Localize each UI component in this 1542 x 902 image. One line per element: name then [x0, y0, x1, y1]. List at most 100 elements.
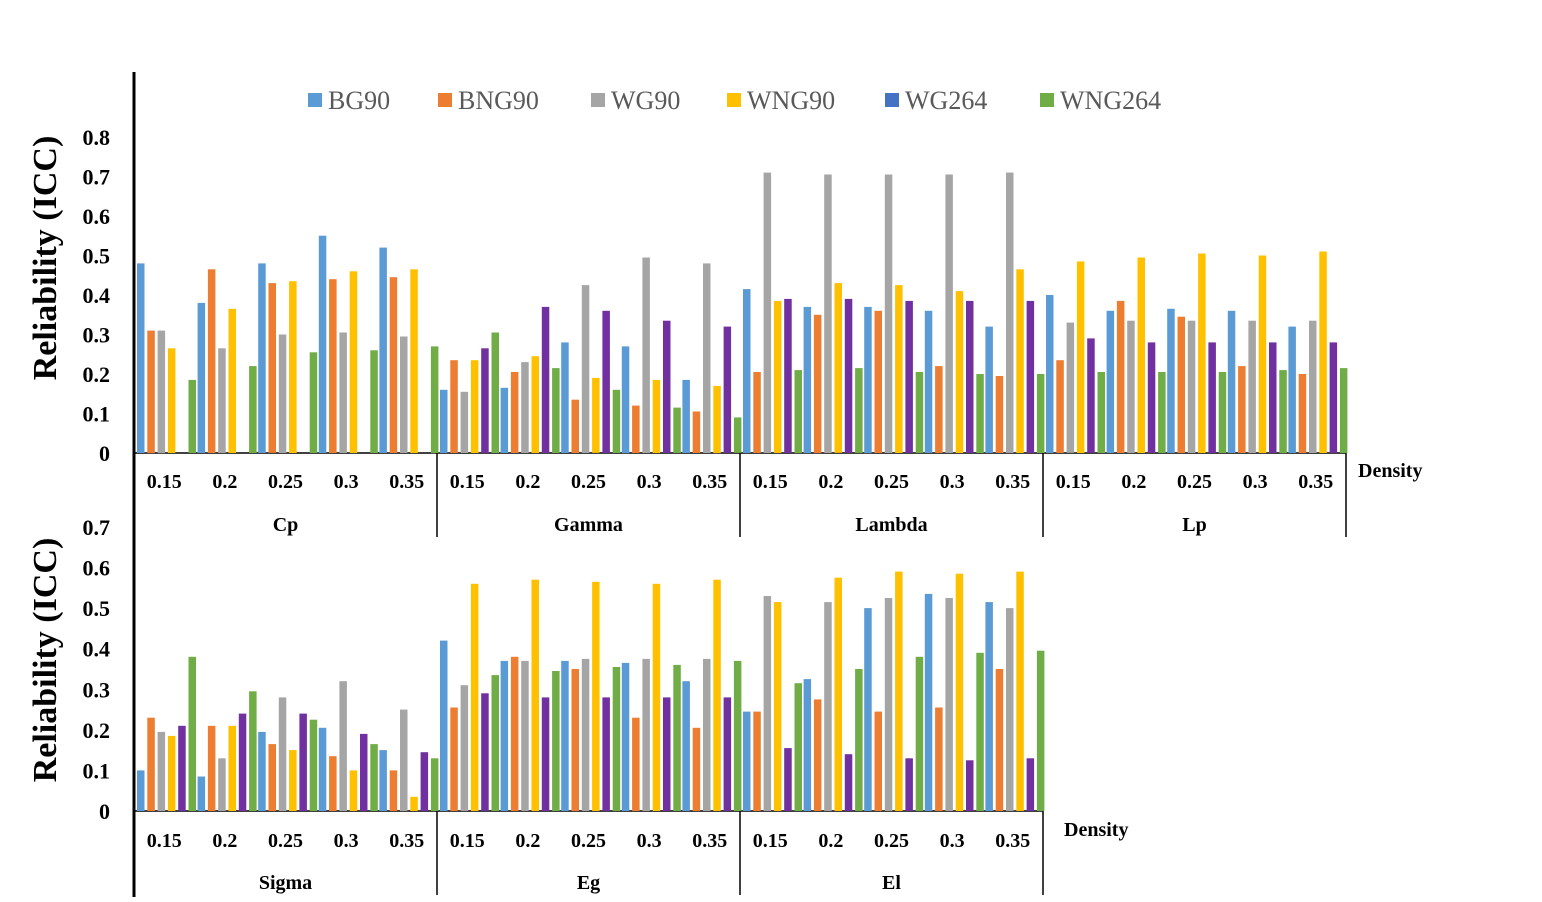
bar-lambda-0.25-wg90 — [884, 174, 893, 453]
y-tick-label: 0.5 — [83, 244, 111, 269]
bar-lambda-0.35-wng90 — [1016, 269, 1024, 453]
bar-lambda-0.35-bng90 — [995, 376, 1004, 453]
group-label: El — [882, 872, 901, 894]
bar-lambda-0.15-wng90 — [773, 300, 782, 453]
bar-gamma-0.25-wng90 — [592, 377, 600, 453]
density-tick-label: 0.15 — [147, 830, 182, 852]
bar-el-0.25-bg90 — [864, 608, 872, 811]
density-tick-label: 0.15 — [753, 830, 788, 852]
bar-lambda-0.35-wg264 — [1026, 300, 1035, 453]
bar-sigma-0.3-wng90 — [349, 770, 358, 811]
bar-sigma-0.2-bg90 — [197, 776, 206, 811]
bar-gamma-0.2-bng90 — [510, 372, 519, 453]
bar-eg-0.2-wng264 — [552, 671, 560, 811]
bar-lambda-0.2-wg264 — [844, 298, 853, 453]
bar-lp-0.2-wg90 — [1127, 320, 1135, 453]
bar-sigma-0.15-wng264 — [188, 656, 196, 811]
bar-eg-0.35-wg264 — [723, 697, 732, 811]
bar-el-0.15-wg90 — [763, 596, 772, 811]
bar-lambda-0.3-bng90 — [935, 366, 943, 453]
bar-cp-0.35-bng90 — [389, 277, 398, 453]
bar-el-0.15-bng90 — [753, 711, 761, 811]
bar-lp-0.2-wng90 — [1137, 257, 1145, 453]
bar-eg-0.15-wg264 — [481, 693, 489, 811]
bar-sigma-0.25-bng90 — [268, 744, 276, 811]
density-tick-label: 0.35 — [692, 471, 727, 493]
bar-lp-0.15-wg90 — [1066, 322, 1075, 453]
group-label: Cp — [273, 514, 299, 536]
density-tick-label: 0.2 — [212, 471, 237, 493]
group-sigma: 0.15 0.2 0.25 0.3 0.35 Sigma — [137, 656, 439, 895]
bar-sigma-0.25-wng90 — [289, 750, 297, 811]
bar-lp-0.15-wg264 — [1087, 338, 1095, 453]
bar-gamma-0.35-wng90 — [713, 385, 721, 454]
bar-eg-0.2-bg90 — [500, 660, 509, 811]
bar-sigma-0.2-wng90 — [228, 725, 236, 811]
group-label: Lambda — [855, 514, 927, 536]
bar-cp-0.15-bng90 — [147, 330, 155, 454]
density-tick-label: 0.2 — [212, 830, 237, 852]
bar-el-0.2-wng264 — [855, 669, 863, 811]
bar-gamma-0.35-wng264 — [733, 417, 742, 453]
bar-sigma-0.15-wg264 — [178, 725, 186, 811]
bar-cp-0.35-wng90 — [410, 269, 418, 453]
bar-sigma-0.2-bng90 — [207, 725, 216, 811]
bar-cp-0.25-wng264 — [309, 352, 318, 453]
bar-gamma-0.25-wg90 — [581, 285, 590, 453]
bar-lp-0.25-wng90 — [1198, 253, 1206, 453]
bar-gamma-0.25-wng264 — [612, 389, 621, 453]
bar-lambda-0.2-wg90 — [824, 174, 832, 453]
legend-swatch — [438, 93, 452, 107]
bar-el-0.3-wng264 — [976, 652, 984, 811]
y-tick-label: 0.3 — [83, 677, 111, 702]
bar-lp-0.3-bng90 — [1238, 366, 1246, 453]
bar-gamma-0.15-bng90 — [450, 360, 458, 453]
bar-eg-0.25-bg90 — [561, 660, 569, 811]
bar-el-0.35-wg90 — [1006, 608, 1014, 811]
bar-gamma-0.3-bg90 — [621, 346, 630, 454]
bar-cp-0.2-wng264 — [249, 366, 257, 453]
bar-lp-0.3-wng264 — [1279, 370, 1287, 454]
bar-sigma-0.3-bg90 — [318, 727, 327, 811]
bar-lambda-0.2-wng264 — [855, 368, 863, 453]
bar-el-0.25-wng90 — [895, 571, 903, 811]
bar-cp-0.15-wng90 — [167, 348, 176, 453]
bar-lp-0.2-wng264 — [1158, 372, 1166, 453]
bar-lp-0.2-bng90 — [1116, 300, 1125, 453]
chart-panel-1: Reliability (ICC) 0 0.1 0.2 0.3 0.4 0.5 0.6 0.7 0… — [27, 125, 1422, 537]
bar-eg-0.25-wg264 — [602, 697, 610, 811]
group-el: 0.15 0.2 0.25 0.3 0.35 El — [743, 571, 1045, 895]
bar-cp-0.25-bg90 — [258, 263, 266, 453]
legend-swatch — [727, 93, 741, 107]
bar-eg-0.25-wng90 — [592, 581, 600, 811]
bar-el-0.3-bng90 — [935, 707, 943, 811]
bar-sigma-0.35-wg90 — [400, 709, 408, 811]
bar-sigma-0.35-bng90 — [389, 770, 398, 811]
bar-el-0.15-wng264 — [794, 683, 802, 811]
y-tick-label: 0.3 — [83, 323, 111, 348]
bar-cp-0.3-wng264 — [370, 350, 378, 453]
bar-gamma-0.3-bng90 — [632, 405, 640, 453]
group-gamma: 0.15 0.2 0.25 0.3 0.35 Gamma — [440, 257, 742, 537]
bar-gamma-0.2-wg264 — [541, 306, 550, 454]
bar-el-0.25-wng264 — [915, 656, 924, 811]
group-eg: 0.15 0.2 0.25 0.3 0.35 Eg — [440, 579, 742, 895]
bar-gamma-0.15-wng264 — [491, 332, 499, 453]
bar-eg-0.3-wng90 — [652, 583, 661, 811]
bar-gamma-0.2-wng90 — [531, 356, 539, 453]
bar-cp-0.25-bng90 — [268, 283, 276, 453]
density-tick-label: 0.35 — [389, 471, 424, 493]
bar-sigma-0.3-wg264 — [360, 733, 368, 811]
bar-sigma-0.15-wg90 — [157, 731, 166, 811]
bar-cp-0.25-wg90 — [278, 334, 287, 453]
bar-sigma-0.3-bng90 — [329, 756, 337, 811]
bar-gamma-0.15-wng90 — [470, 360, 479, 453]
bar-sigma-0.15-wng90 — [167, 735, 176, 811]
bar-gamma-0.35-bg90 — [682, 379, 690, 453]
bar-el-0.35-wng90 — [1016, 571, 1024, 811]
bar-eg-0.15-wg90 — [460, 685, 469, 811]
bar-sigma-0.25-wg90 — [278, 697, 287, 811]
bar-eg-0.25-bng90 — [571, 669, 579, 811]
bar-el-0.3-wg90 — [945, 598, 953, 811]
